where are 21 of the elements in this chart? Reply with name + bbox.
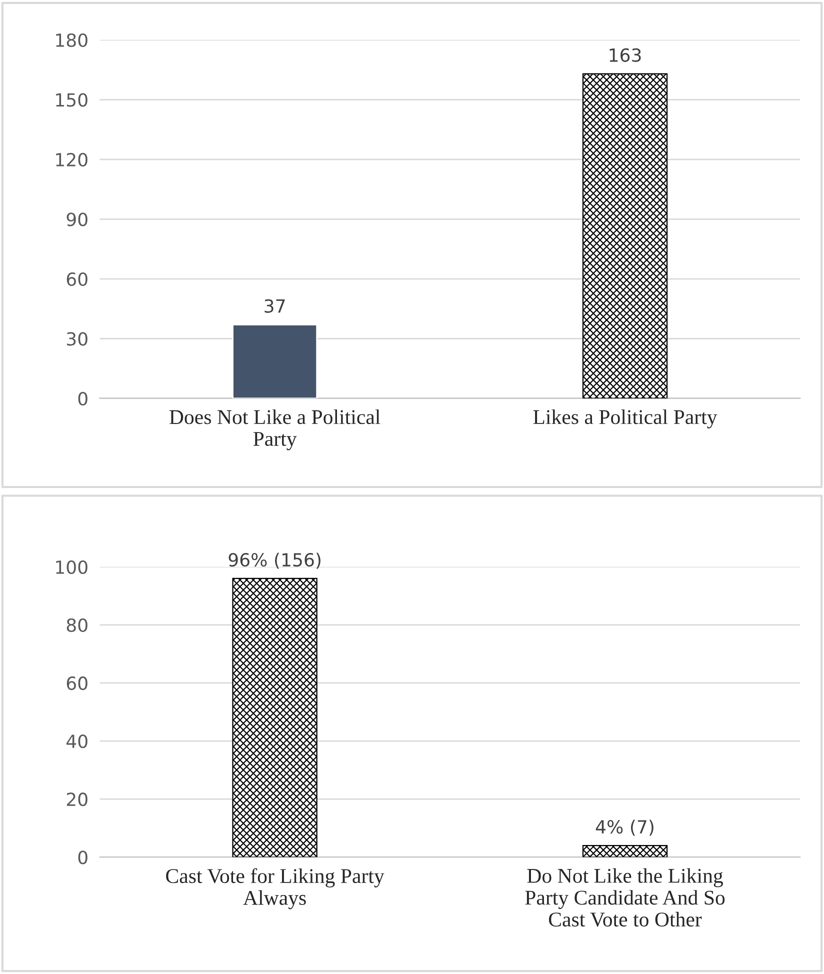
y-tick-label: 120 xyxy=(56,152,88,167)
y-tick-label: 100 xyxy=(56,560,88,574)
data-label: 37 xyxy=(264,299,285,313)
x-tick-label: Cast Vote for Liking Party Always xyxy=(166,868,384,910)
y-tick-label: 90 xyxy=(66,212,88,226)
data-label: 4% (7) xyxy=(596,820,654,836)
data-label: 163 xyxy=(610,48,641,62)
y-tick-label: 80 xyxy=(66,618,88,632)
x-tick-label: Likes a Political Party xyxy=(533,409,718,428)
y-tick-label: 20 xyxy=(66,792,88,806)
x-tick-label: Do Not Like the Liking Party Candidate And So Cast Vote to Other xyxy=(525,868,725,927)
x-tick-label: Does Not Like a Political Party xyxy=(170,409,380,450)
y-tick-label: 0 xyxy=(78,850,88,864)
y-tick-label: 30 xyxy=(66,332,88,346)
y-tick-label: 180 xyxy=(56,33,88,48)
y-tick-label: 40 xyxy=(66,734,88,748)
y-tick-label: 60 xyxy=(66,272,88,286)
data-label: 96% (156) xyxy=(228,552,320,569)
y-tick-label: 150 xyxy=(56,93,88,107)
y-tick-label: 0 xyxy=(78,392,88,406)
y-tick-label: 60 xyxy=(66,676,88,690)
